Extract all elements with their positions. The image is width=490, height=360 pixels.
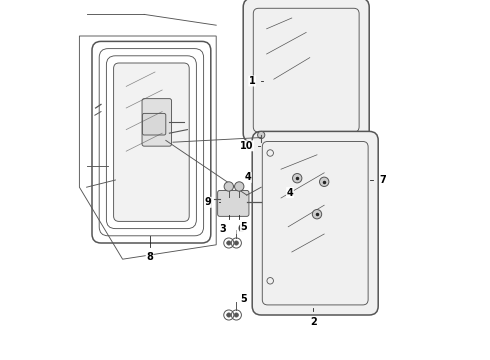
Circle shape xyxy=(319,177,329,186)
FancyBboxPatch shape xyxy=(143,113,166,135)
Text: 8: 8 xyxy=(146,252,153,262)
Text: 4: 4 xyxy=(287,188,294,198)
Circle shape xyxy=(258,131,265,139)
Text: 4: 4 xyxy=(245,172,251,183)
Circle shape xyxy=(224,182,233,191)
Circle shape xyxy=(312,210,321,219)
Text: 9: 9 xyxy=(204,197,211,207)
Circle shape xyxy=(235,182,244,191)
FancyBboxPatch shape xyxy=(114,63,189,221)
Text: 7: 7 xyxy=(379,175,386,185)
Text: 5: 5 xyxy=(240,294,247,304)
Text: 1: 1 xyxy=(249,76,256,86)
Text: 3: 3 xyxy=(219,224,226,234)
FancyBboxPatch shape xyxy=(142,99,172,146)
Text: 5: 5 xyxy=(240,222,247,232)
FancyBboxPatch shape xyxy=(252,131,378,315)
FancyBboxPatch shape xyxy=(243,0,369,142)
Text: 10: 10 xyxy=(240,141,253,151)
Circle shape xyxy=(227,241,231,245)
Circle shape xyxy=(227,313,231,317)
FancyBboxPatch shape xyxy=(218,190,249,216)
Circle shape xyxy=(234,313,239,317)
Text: 6: 6 xyxy=(237,224,244,234)
Text: 2: 2 xyxy=(310,317,317,327)
Circle shape xyxy=(293,174,302,183)
Circle shape xyxy=(234,241,239,245)
